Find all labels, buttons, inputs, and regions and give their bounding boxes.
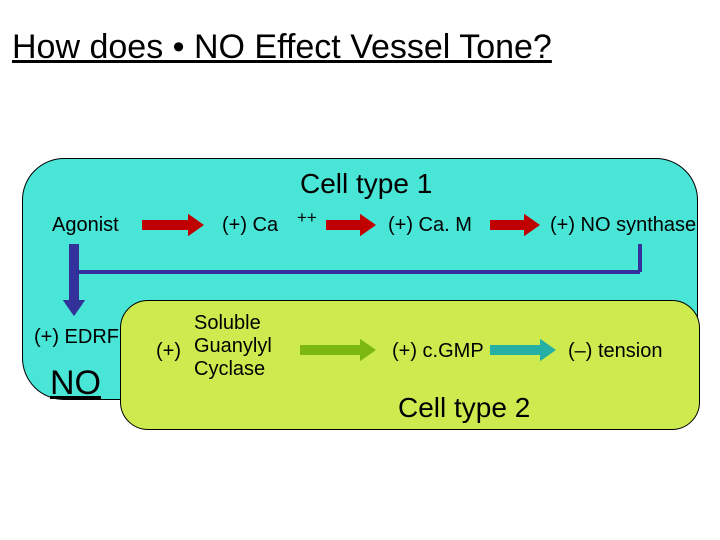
cell2-label: Cell type 2 — [398, 392, 530, 424]
node-sgc: Soluble Guanylyl Cyclase — [194, 312, 272, 381]
node-cgmp: (+) c.GMP — [392, 340, 484, 363]
node-ca-sup: ++ — [297, 208, 317, 228]
cell1-label: Cell type 1 — [300, 168, 432, 200]
node-edrf: (+) EDRF — [34, 326, 119, 349]
node-cam: (+) Ca. M — [388, 214, 472, 237]
node-tension: (–) tension — [568, 340, 663, 363]
node-no-synthase: (+) NO synthase — [550, 214, 696, 237]
node-no: NO — [50, 364, 101, 403]
node-agonist: Agonist — [52, 214, 119, 237]
slide-title: How does • NO Effect Vessel Tone? — [12, 28, 552, 67]
node-plus-sgc: (+) — [156, 340, 181, 363]
node-ca: (+) Ca — [222, 214, 278, 237]
